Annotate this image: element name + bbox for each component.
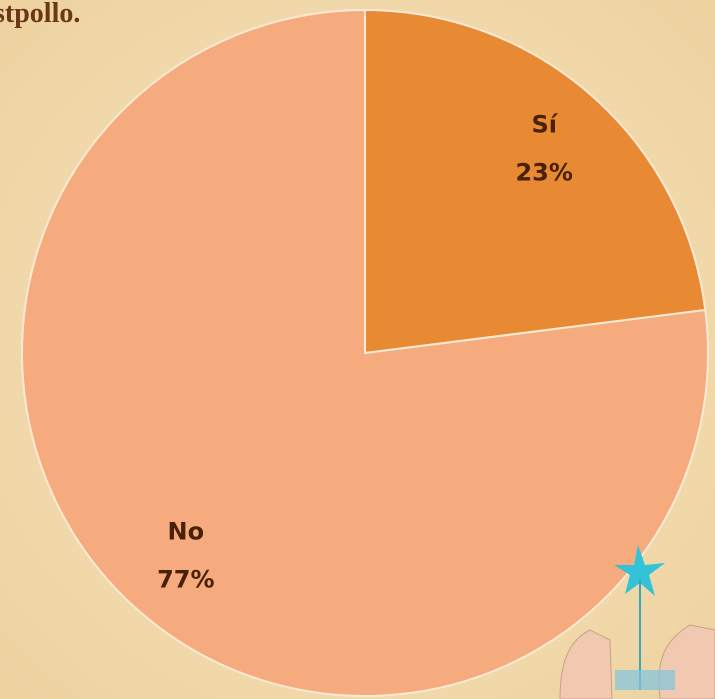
slice-label: Sí bbox=[531, 111, 558, 139]
slice-label: No bbox=[168, 517, 205, 545]
chart: stpollo. Sí 23% No 77% bbox=[0, 0, 715, 699]
value-label: 77% bbox=[157, 565, 214, 593]
pie: Sí 23% No 77% bbox=[22, 10, 708, 696]
chart-title: stpollo. bbox=[0, 0, 80, 29]
value-label: 23% bbox=[515, 159, 572, 187]
page: {"chart_data": {"type": "pie", "title": … bbox=[0, 0, 715, 699]
